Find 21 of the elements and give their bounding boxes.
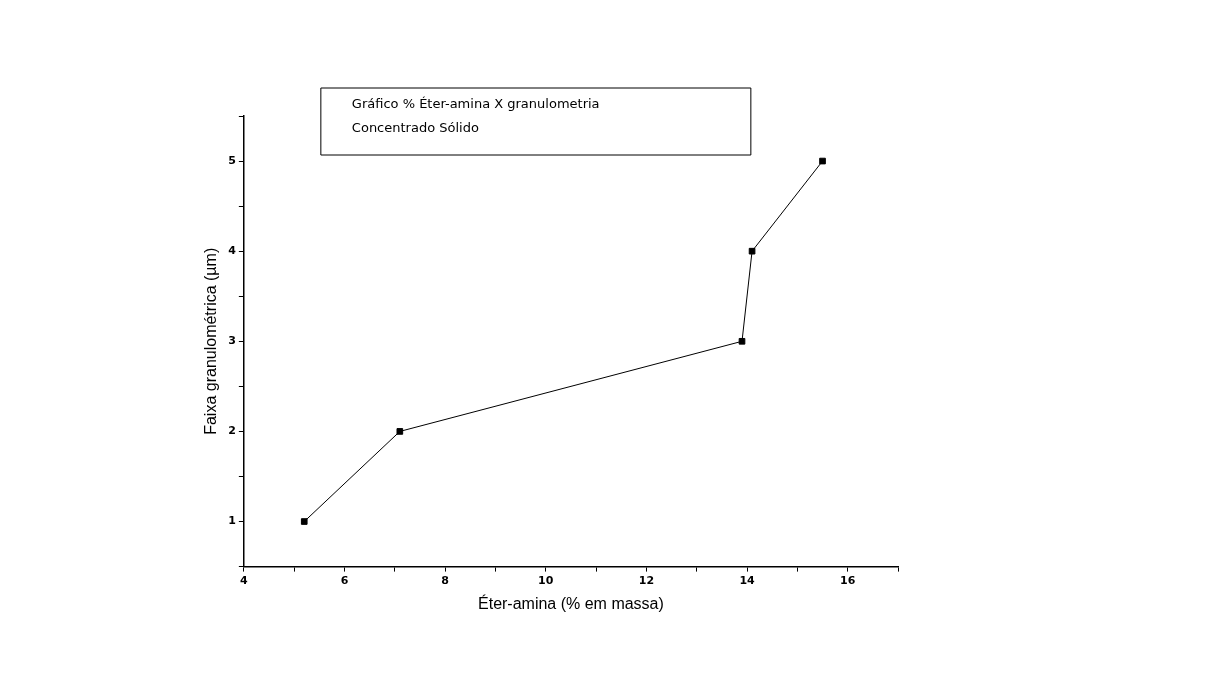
- point: [396, 428, 404, 435]
- chart-subtitle: Concentrado Sólido: [351, 119, 479, 135]
- x-tick-label: 6: [340, 574, 349, 588]
- point: [738, 337, 746, 345]
- x-tick-label: 14: [739, 574, 756, 588]
- x-tick-label: 16: [840, 574, 856, 588]
- x-tick-label: 8: [441, 574, 449, 588]
- chart-title: Gráfico % Éter-amina X granulometria: [351, 95, 600, 111]
- y-tick-label: 3: [228, 334, 236, 348]
- point: [748, 247, 756, 255]
- point: [300, 518, 308, 525]
- y-tick-label: 1: [228, 514, 236, 528]
- y-tick-label: 5: [228, 153, 236, 167]
- x-tick-label: 12: [638, 574, 655, 588]
- x-tick-label: 4: [240, 574, 249, 588]
- y-tick-label: 4: [228, 244, 237, 258]
- point: [819, 157, 826, 165]
- x-tick-label: 10: [538, 574, 554, 588]
- y-tick-label: 2: [228, 424, 236, 438]
- x-axis-title: Éter-amina (% em massa): [478, 593, 664, 612]
- y-axis-title: Faixa granulométrica (µm): [202, 247, 220, 435]
